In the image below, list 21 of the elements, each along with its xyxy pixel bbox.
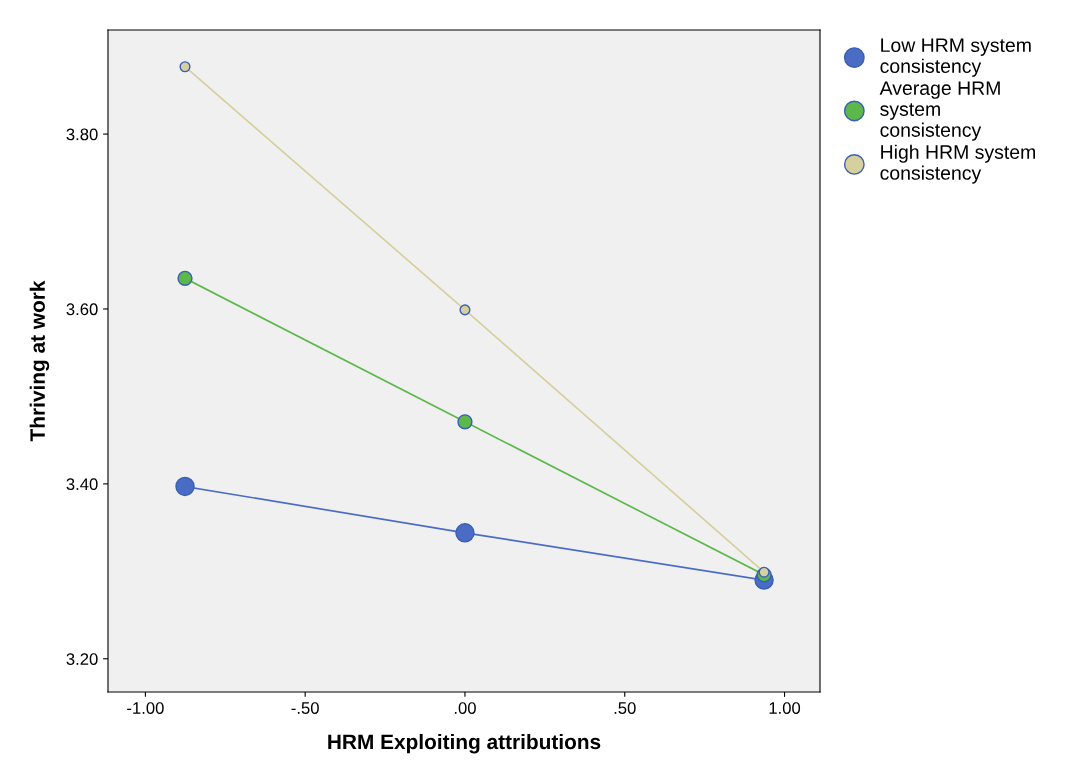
x-axis-title: HRM Exploiting attributions [328,733,601,754]
x-tick-label: .00 [454,702,476,714]
y-tick-label: 3.40 [66,478,98,491]
y-tick-label: 3.60 [66,303,98,316]
legend-label: High HRM system consistency [880,144,1035,184]
point [179,61,191,73]
x-tick-label: .50 [614,702,636,714]
x-tick-label: -.50 [291,702,319,714]
y-axis-title: Thriving at work [29,280,50,442]
point [457,414,473,430]
legend-label: Low HRM system consistency [880,38,1031,77]
legend-label: Average HRM system consistency [879,81,1000,141]
point [177,270,193,286]
x-tick-label: -1.00 [127,702,164,714]
x-tick-label: 1.00 [769,702,801,714]
point [455,523,475,543]
y-tick-label: 3.20 [66,653,98,665]
point [758,566,770,578]
point [175,476,195,497]
point [459,304,471,316]
y-tick-label: 3.80 [66,128,98,141]
